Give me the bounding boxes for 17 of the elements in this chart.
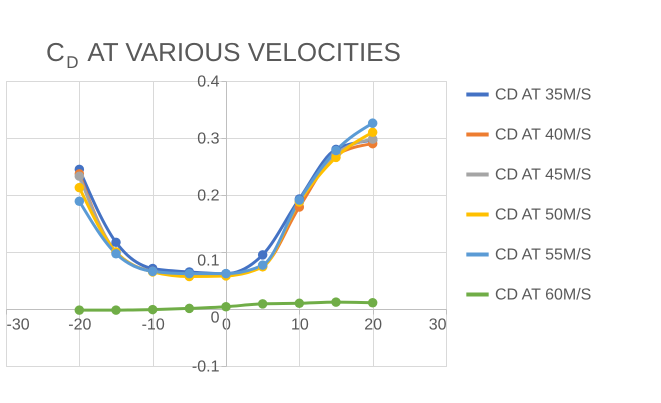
legend-label: CD AT 35M/S <box>495 86 592 104</box>
y-tick-label: 0.4 <box>197 74 220 90</box>
x-tick-label: 10 <box>290 316 309 334</box>
y-tick-label: 0.3 <box>197 130 220 148</box>
legend-label: CD AT 60M/S <box>495 286 592 304</box>
x-tick-label: 30 <box>428 316 447 334</box>
legend-label: CD AT 45M/S <box>495 166 592 184</box>
y-tick-label: -0.1 <box>192 358 220 376</box>
y-tick-label: 0.2 <box>197 188 220 204</box>
legend-label: CD AT 50M/S <box>495 206 592 224</box>
x-tick-label: 20 <box>364 316 382 334</box>
legend-label: CD AT 55M/S <box>495 246 592 264</box>
legend-label: CD AT 40M/S <box>495 126 592 144</box>
x-tick-label: -10 <box>142 316 165 334</box>
x-tick-label: -20 <box>68 316 92 334</box>
x-tick-label: -30 <box>6 316 30 334</box>
y-tick-label: 0.1 <box>197 252 220 270</box>
